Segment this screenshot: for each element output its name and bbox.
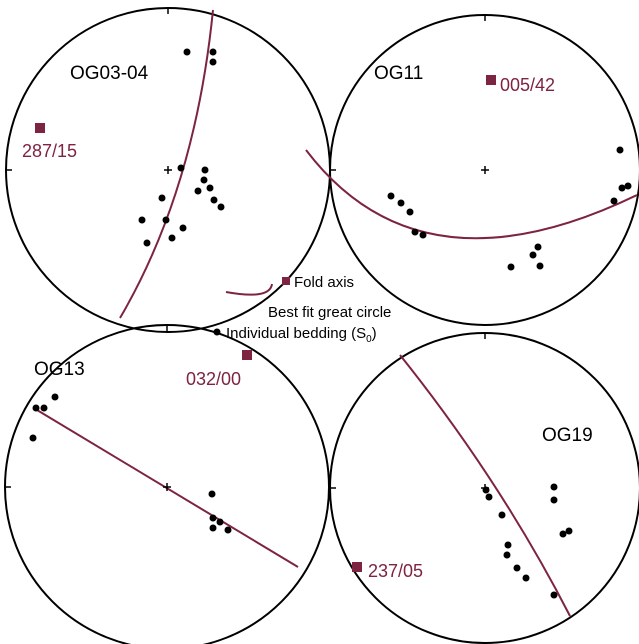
bedding-pole (534, 243, 542, 251)
great-circle (399, 354, 571, 617)
fold-axis-label: 032/00 (186, 369, 241, 389)
bedding-pole (224, 526, 232, 534)
bedding-pole (618, 184, 626, 192)
bedding-pole (216, 518, 224, 526)
panel-name: OG03-04 (70, 63, 149, 84)
legend-arc (225, 283, 273, 296)
legend: Fold axis Best fit great circle Individu… (213, 274, 391, 345)
legend-text: Fold axis (294, 274, 354, 291)
edge-tick (6, 8, 169, 171)
bedding-pole (387, 192, 395, 200)
bedding-pole (32, 404, 40, 412)
edge-tick (330, 15, 486, 171)
fold-axis-marker (242, 350, 252, 360)
fold-axis-marker (486, 75, 496, 85)
bedding-pole (610, 197, 618, 205)
bedding-pole (419, 231, 427, 239)
legend-text: ) (372, 325, 377, 342)
bedding-pole (550, 591, 558, 599)
bedding-pole (485, 493, 493, 501)
bedding-pole (40, 404, 48, 412)
legend-text: Best fit great circle (268, 304, 391, 321)
bedding-pole (482, 486, 490, 494)
bedding-pole (550, 483, 558, 491)
legend-square (282, 277, 290, 285)
bedding-pole (624, 182, 632, 190)
bedding-pole (397, 199, 405, 207)
bedding-pole (507, 263, 515, 271)
fold-axis-marker (35, 123, 45, 133)
panel-name: OG11 (374, 63, 423, 84)
bedding-pole (162, 216, 170, 224)
bedding-pole (208, 490, 216, 498)
bedding-pole (206, 184, 214, 192)
bedding-pole (200, 176, 208, 184)
legend-dot (213, 328, 221, 336)
bedding-pole (194, 187, 202, 195)
bedding-pole (210, 196, 218, 204)
bedding-pole (201, 166, 209, 174)
bedding-pole (217, 203, 225, 211)
bedding-pole (503, 551, 511, 559)
centre-cross (163, 483, 171, 491)
bedding-pole (504, 541, 512, 549)
bedding-pole (51, 393, 59, 401)
fold-axis-label: 287/15 (22, 141, 77, 161)
edge-tick (330, 333, 486, 489)
bedding-pole (138, 216, 146, 224)
bedding-pole (565, 527, 573, 535)
great-circle (119, 9, 214, 319)
bedding-pole (209, 524, 217, 532)
bedding-pole (179, 224, 187, 232)
bedding-pole (143, 239, 151, 247)
centre-cross (481, 166, 489, 174)
great-circle (305, 149, 638, 240)
legend-subscript: 0 (366, 334, 372, 345)
bedding-pole (209, 48, 217, 56)
bedding-pole (177, 164, 185, 172)
legend-text: Individual bedding (S0) (226, 325, 377, 345)
bedding-pole (616, 146, 624, 154)
bedding-pole (513, 564, 521, 572)
bedding-pole (411, 228, 419, 236)
bedding-pole (168, 234, 176, 242)
panel-name: OG19 (542, 425, 593, 446)
panel-name: OG13 (34, 359, 85, 380)
fold-axis-label: 237/05 (368, 561, 423, 581)
bedding-pole (522, 574, 530, 582)
bedding-pole (550, 496, 558, 504)
bedding-pole (29, 434, 37, 442)
centre-cross (164, 166, 172, 174)
bedding-pole (529, 251, 537, 259)
bedding-pole (498, 511, 506, 519)
fold-axis-label: 005/42 (500, 75, 555, 95)
bedding-pole (559, 530, 567, 538)
edge-tick (5, 325, 168, 488)
bedding-pole (158, 194, 166, 202)
bedding-pole (209, 514, 217, 522)
legend-text: Individual bedding (S (226, 325, 366, 342)
bedding-pole (183, 48, 191, 56)
bedding-pole (209, 58, 217, 66)
fold-axis-marker (352, 562, 362, 572)
bedding-pole (406, 208, 414, 216)
bedding-pole (536, 262, 544, 270)
